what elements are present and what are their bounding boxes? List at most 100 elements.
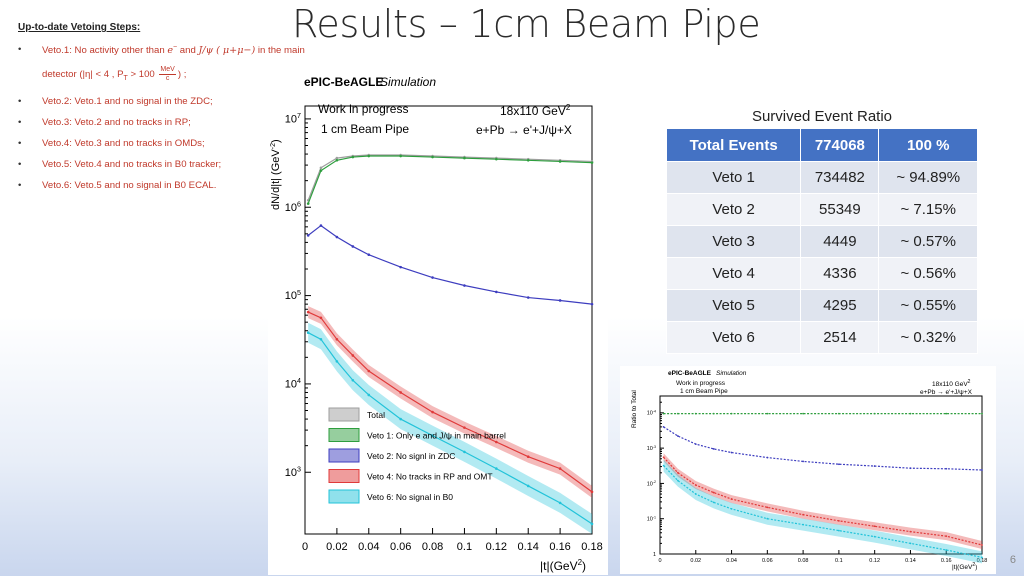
data-point [351,354,355,357]
data-point [945,412,948,415]
data-point [335,337,339,341]
svg-text:|t|(GeV2): |t|(GeV2) [952,562,977,571]
data-point [694,443,697,446]
data-point [694,493,697,495]
y-axis-label: dN/d|t| (GeV [270,149,282,210]
data-point [319,166,323,170]
data-point [367,253,371,257]
data-point [495,467,498,470]
row-label: Veto 6 [665,321,802,354]
row-ratio: ~ 0.56% [878,257,978,290]
svg-text:18x110 GeV2: 18x110 GeV2 [932,379,971,388]
ratio-note-beampipe: 1 cm Beam Pipe [680,388,728,395]
data-point [399,417,402,421]
data-point [676,471,679,474]
data-point [730,498,733,500]
row-label: Veto 3 [665,225,802,258]
row-count: 734482 [800,161,880,194]
data-point [319,169,323,172]
x-tick-label: 0.12 [869,558,880,564]
bullet: • [18,117,22,128]
data-point [495,157,498,161]
data-point [873,525,876,528]
svg-text:dN/d|t| (GeV-2): dN/d|t| (GeV-2) [270,139,282,210]
data-point [306,331,310,335]
series-line [663,465,983,559]
veto1-jpsi: J/ψ ( μ+μ−) [198,45,256,57]
data-point [463,284,466,287]
series-line [307,311,593,493]
data-point [463,426,466,429]
legend-swatch [328,448,360,463]
x-axis-label-end: ) [582,559,586,573]
data-point [590,490,594,494]
survived-ratio-table: Total Events 774068 100 % Veto 1 734482 ~ … [665,128,978,354]
data-point [558,467,562,470]
data-point [730,451,733,454]
y-tick-label: 106 [285,201,301,214]
row-count: 4295 [800,289,880,322]
data-point [981,412,983,415]
veto-step-text: Veto.3: Veto.2 and no tracks in RP; [42,117,191,128]
x-tick-label: 0 [302,541,308,553]
data-point [590,302,594,306]
data-point [590,522,594,526]
table-caption: Survived Event Ratio [751,108,893,125]
veto-step-text: Veto.5: Veto.4 and no tracks in B0 track… [42,159,222,170]
data-point [837,412,840,415]
data-point [367,393,371,397]
data-point [981,544,983,546]
table-row: Veto 4 4336 ~ 0.56% [665,257,978,290]
data-point [399,265,402,269]
row-count: 55349 [800,193,880,226]
series-band [308,306,592,498]
data-point [431,155,434,159]
ratio-plot-panel: ePIC-BeAGLE Simulation Work in progress … [620,366,996,574]
slide-title: Results – 1cm Beam Pipe [292,2,761,46]
data-point [802,460,805,463]
data-point [837,463,840,466]
data-point [981,556,983,559]
legend-label: Total [367,410,385,420]
data-point [399,154,402,158]
steps-heading: Up-to-date Vetoing Steps: [18,22,141,33]
svg-text:18x110 GeV2: 18x110 GeV2 [500,103,571,118]
data-point [526,158,530,162]
legend-swatch [328,407,360,422]
data-point [676,412,679,415]
data-point [335,360,339,363]
chart-header-italic: Simulation [380,75,436,89]
ratio-header-italic: Simulation [716,370,747,377]
main-plot-panel: ePIC-BeAGLE Simulation Work in progress … [268,68,608,575]
ratio-x-axis-label-sup: 2 [972,562,975,568]
veto-step-text: Veto.4: Veto.3 and no tracks in OMDs; [42,138,205,149]
legend-label: Veto 1: Only e and J/ψ in main barrel [367,431,506,441]
data-point [662,464,665,467]
y-tick-label: 10-1 [647,515,656,522]
data-point [945,549,948,551]
veto1-text-a: Veto.1: No activity other than [42,45,165,57]
series-line [663,456,983,546]
data-point [694,412,697,415]
x-tick-label: 0.02 [690,558,701,564]
row-ratio: ~ 0.32% [878,321,978,354]
veto1-text-b: in the main [257,45,305,57]
data-point [694,484,697,486]
y-tick-label: 107 [285,112,301,125]
data-point [909,530,912,533]
series-band [308,322,592,534]
x-tick-label: 0.08 [798,558,809,564]
data-point [837,529,840,532]
x-tick-label: 0 [658,558,661,564]
legend-swatch [328,428,360,442]
x-tick-label: 0.08 [422,541,443,553]
x-tick-label: 0.18 [581,541,602,553]
data-point [558,299,562,302]
data-point [463,156,466,160]
row-ratio: ~ 0.57% [878,225,978,258]
data-point [319,316,323,320]
row-ratio: ~ 0.55% [878,289,978,322]
row-count: 4336 [800,257,880,290]
ratio-y-axis-label: Ratio to Total [631,390,638,428]
row-label: Veto 1 [665,161,802,194]
